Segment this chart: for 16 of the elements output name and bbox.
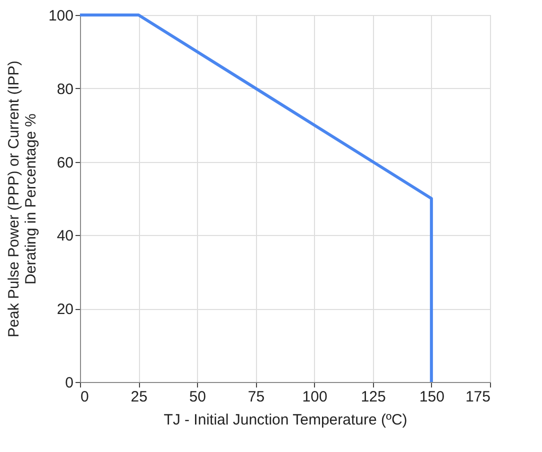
y-tick-label: 40: [56, 228, 74, 245]
x-tick-label: 100: [302, 388, 328, 406]
y-axis-title: Peak Pulse Power (PPP) or Current (IPP) Derating in Percentage %: [5, 60, 40, 338]
x-tick-label: 0: [80, 388, 89, 406]
y-tick-label: 60: [56, 154, 74, 172]
x-tick-label: 25: [130, 388, 148, 406]
y-tick-label: 100: [48, 8, 74, 24]
y-tick-label: 0: [65, 374, 74, 392]
y-tick-label: 20: [56, 301, 74, 318]
x-tick-label: 125: [360, 388, 386, 406]
x-tick-label: 50: [189, 388, 206, 406]
x-axis-title: TJ - Initial Junction Temperature (ºC): [164, 412, 408, 428]
y-tick-label: 80: [56, 80, 74, 98]
x-tick-label: 150: [419, 388, 444, 406]
x-tick-label: 175: [465, 388, 490, 406]
x-tick-label: 75: [248, 388, 265, 406]
